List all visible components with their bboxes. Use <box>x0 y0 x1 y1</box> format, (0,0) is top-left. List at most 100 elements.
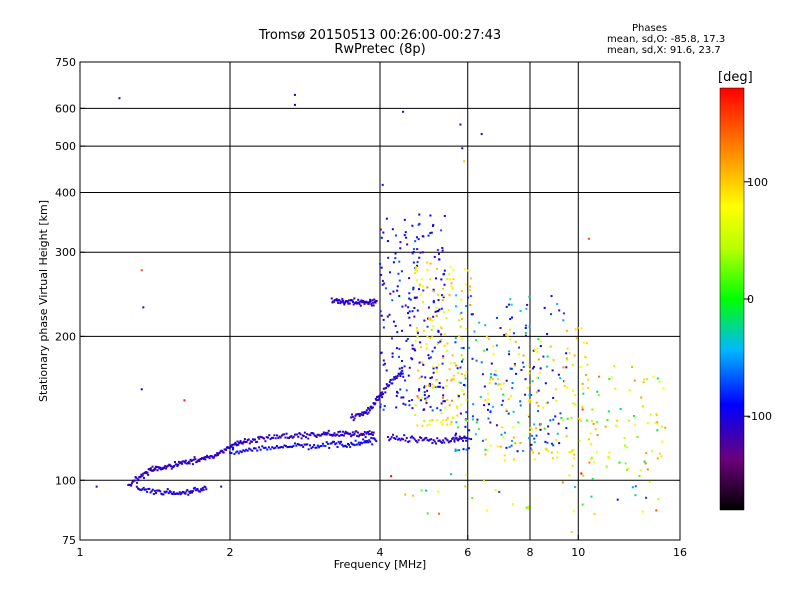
data-point <box>469 285 472 288</box>
colorbar-tick-label: 100 <box>747 176 768 189</box>
data-point <box>193 456 196 459</box>
data-point <box>417 439 420 442</box>
data-point <box>155 491 158 494</box>
data-point <box>450 440 453 443</box>
y-tick-label: 200 <box>55 330 76 343</box>
data-point <box>236 440 239 443</box>
data-point <box>437 310 440 313</box>
data-point <box>211 455 214 458</box>
data-point <box>429 405 432 408</box>
data-point <box>170 467 173 470</box>
data-point <box>360 432 363 435</box>
data-point <box>367 433 370 436</box>
data-point <box>335 298 338 301</box>
data-point <box>591 408 594 411</box>
data-point <box>317 433 320 436</box>
data-point <box>203 456 206 459</box>
data-point <box>565 357 568 360</box>
data-point <box>414 266 417 269</box>
data-point <box>386 315 389 318</box>
data-point <box>370 303 373 306</box>
data-point <box>375 300 378 303</box>
data-point <box>342 301 345 304</box>
data-point <box>172 466 175 469</box>
data-point <box>431 419 434 422</box>
data-point <box>382 326 385 329</box>
data-point <box>486 408 489 411</box>
data-point <box>158 489 161 492</box>
data-point <box>340 301 343 304</box>
data-point <box>353 297 356 300</box>
data-point <box>640 396 643 399</box>
data-point <box>349 445 352 448</box>
data-point <box>365 441 368 444</box>
data-point <box>271 446 274 449</box>
data-point <box>402 396 405 399</box>
data-point <box>451 416 454 419</box>
data-point <box>389 437 392 440</box>
data-point <box>441 423 444 426</box>
data-point <box>453 362 456 365</box>
data-point <box>627 467 630 470</box>
data-point <box>517 352 520 355</box>
data-point <box>418 389 421 392</box>
axis-ticks: 1 2 4 6 8 10 16 75 100 200 300 400 500 600 750 <box>55 56 687 559</box>
data-point <box>459 312 462 315</box>
data-point <box>343 432 346 435</box>
data-point <box>531 367 534 370</box>
data-point <box>579 366 582 369</box>
data-point <box>426 512 429 515</box>
data-point <box>329 442 332 445</box>
data-point <box>568 352 571 355</box>
data-point <box>418 377 421 380</box>
data-point <box>293 442 296 445</box>
data-point <box>613 365 616 368</box>
data-point <box>362 414 365 417</box>
data-point <box>565 352 568 355</box>
data-point <box>623 436 626 439</box>
data-point <box>399 371 402 374</box>
data-point <box>437 252 440 255</box>
data-point <box>405 236 408 239</box>
data-point <box>370 405 373 408</box>
data-point <box>149 491 152 494</box>
data-point <box>364 440 367 443</box>
data-point <box>183 399 186 402</box>
data-point <box>382 359 385 362</box>
data-point <box>272 436 275 439</box>
data-point <box>644 462 647 465</box>
data-point <box>380 266 383 269</box>
data-point <box>573 485 576 488</box>
data-point <box>243 440 246 443</box>
data-point <box>321 442 324 445</box>
data-point <box>581 503 584 506</box>
data-point <box>266 436 269 439</box>
data-point <box>572 448 575 451</box>
data-point <box>489 410 492 413</box>
data-point <box>478 321 481 324</box>
data-point <box>411 347 414 350</box>
data-point <box>488 382 491 385</box>
data-point <box>442 439 445 442</box>
data-point <box>596 421 599 424</box>
data-point <box>343 303 346 306</box>
data-point <box>633 379 636 382</box>
data-point <box>664 426 667 429</box>
data-point <box>425 347 428 350</box>
data-point <box>426 325 429 328</box>
data-point <box>519 309 522 312</box>
data-point <box>204 458 207 461</box>
data-point <box>465 448 468 451</box>
data-point <box>175 463 178 466</box>
data-point <box>461 147 464 150</box>
data-point <box>533 423 536 426</box>
data-point <box>487 417 490 420</box>
data-point <box>414 296 417 299</box>
data-point <box>135 485 138 488</box>
data-point <box>509 298 512 301</box>
data-point <box>157 489 160 492</box>
data-point <box>513 363 516 366</box>
data-point <box>491 378 494 381</box>
data-point <box>530 393 533 396</box>
data-point <box>341 433 344 436</box>
